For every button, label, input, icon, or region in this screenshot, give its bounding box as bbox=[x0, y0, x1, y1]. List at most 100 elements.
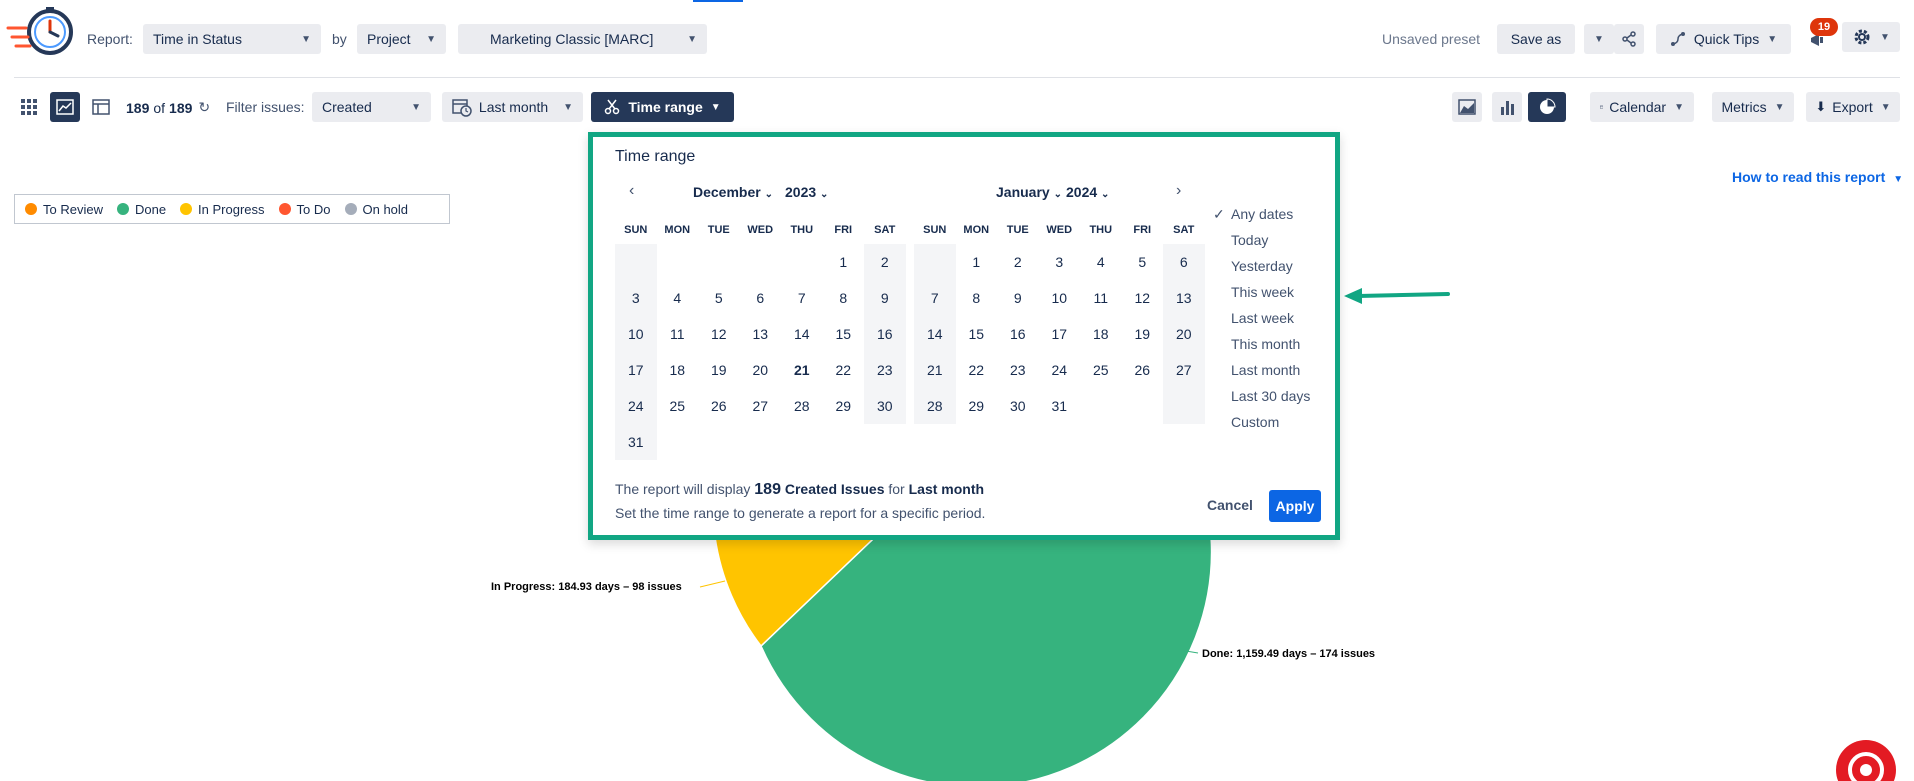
calendar-day[interactable]: 17 bbox=[1051, 326, 1068, 342]
area-chart-button[interactable] bbox=[1452, 92, 1482, 122]
calendar-day[interactable]: 25 bbox=[669, 398, 686, 414]
time-range-button[interactable]: Time range ▼ bbox=[591, 92, 734, 122]
calendar-day[interactable]: 11 bbox=[669, 326, 685, 342]
left-month-select[interactable]: December ⌄ bbox=[693, 184, 773, 200]
quick-range-option[interactable]: Any dates bbox=[1213, 201, 1323, 227]
quick-range-option[interactable]: Today bbox=[1231, 232, 1269, 248]
right-year-select[interactable]: 2024 ⌄ bbox=[1066, 184, 1109, 200]
quick-range-option[interactable]: Yesterday bbox=[1231, 258, 1293, 274]
save-as-button[interactable]: Save as bbox=[1497, 24, 1575, 54]
calendar-day[interactable]: 13 bbox=[1163, 280, 1205, 316]
calendar-day[interactable]: 27 bbox=[1163, 352, 1205, 388]
help-widget-button[interactable] bbox=[1836, 740, 1896, 781]
calendar-day[interactable]: 21 bbox=[914, 352, 956, 388]
calendar-day[interactable]: 11 bbox=[1093, 290, 1109, 306]
table-view-button[interactable] bbox=[86, 92, 116, 122]
calendar-day[interactable]: 31 bbox=[615, 424, 657, 460]
calendar-day[interactable]: 31 bbox=[1051, 398, 1068, 414]
calendar-day[interactable]: 29 bbox=[835, 398, 852, 414]
notifications-button[interactable] bbox=[1806, 28, 1830, 52]
calendar-day[interactable]: 25 bbox=[1092, 362, 1109, 378]
legend-item[interactable]: To Do bbox=[278, 202, 331, 217]
calendar-day[interactable]: 18 bbox=[669, 362, 686, 378]
calendar-day[interactable]: 26 bbox=[710, 398, 727, 414]
calendar-day[interactable]: 10 bbox=[1051, 290, 1068, 306]
apply-button[interactable]: Apply bbox=[1269, 490, 1321, 522]
calendar-day[interactable]: 19 bbox=[1134, 326, 1151, 342]
calendar-day[interactable]: 28 bbox=[793, 398, 810, 414]
quick-range-option[interactable]: Custom bbox=[1231, 414, 1280, 430]
calendar-day[interactable]: 8 bbox=[972, 290, 981, 306]
period-select[interactable]: Last month ▼ bbox=[442, 92, 583, 122]
calendar-day[interactable]: 28 bbox=[914, 388, 956, 424]
by-select[interactable]: Project ▼ bbox=[357, 24, 446, 54]
legend-item[interactable]: Done bbox=[116, 202, 166, 217]
quick-range-option[interactable]: Last 30 days bbox=[1231, 388, 1311, 404]
calendar-day[interactable]: 1 bbox=[972, 254, 981, 270]
calendar-day[interactable]: 3 bbox=[1055, 254, 1064, 270]
calendar-day[interactable]: 19 bbox=[710, 362, 727, 378]
calendar-day[interactable]: 9 bbox=[1013, 290, 1022, 306]
calendar-day[interactable]: 17 bbox=[615, 352, 657, 388]
calendar-day[interactable]: 30 bbox=[864, 388, 906, 424]
quick-range-option[interactable]: This week bbox=[1231, 284, 1295, 300]
calendar-day[interactable]: 12 bbox=[710, 326, 727, 342]
calendar-day[interactable]: 15 bbox=[968, 326, 985, 342]
right-month-select[interactable]: January ⌄ bbox=[996, 184, 1062, 200]
next-month-icon[interactable]: › bbox=[1176, 182, 1182, 199]
calendar-day[interactable]: 27 bbox=[752, 398, 769, 414]
calendar-day[interactable]: 6 bbox=[756, 290, 765, 306]
left-year-select[interactable]: 2023 ⌄ bbox=[785, 184, 828, 200]
filter-select[interactable]: Created ▼ bbox=[312, 92, 431, 122]
calendar-day[interactable]: 20 bbox=[752, 362, 769, 378]
project-select[interactable]: Marketing Classic [MARC] ▼ bbox=[458, 24, 707, 54]
how-to-read-link[interactable]: How to read this report ▼ bbox=[1732, 169, 1903, 185]
calendar-day[interactable]: 26 bbox=[1134, 362, 1151, 378]
calendar-day[interactable]: 8 bbox=[839, 290, 848, 306]
calendar-day[interactable]: 23 bbox=[1009, 362, 1026, 378]
calendar-button[interactable]: Calendar ▼ bbox=[1590, 92, 1694, 122]
quick-range-option[interactable]: Last month bbox=[1231, 362, 1301, 378]
calendar-day[interactable]: 12 bbox=[1134, 290, 1151, 306]
calendar-day[interactable]: 2 bbox=[1013, 254, 1022, 270]
calendar-day[interactable]: 4 bbox=[1096, 254, 1105, 270]
calendar-day[interactable]: 1 bbox=[839, 254, 848, 270]
legend-item[interactable]: To Review bbox=[25, 202, 103, 217]
calendar-day[interactable]: 5 bbox=[1138, 254, 1147, 270]
calendar-day[interactable]: 14 bbox=[914, 316, 956, 352]
quick-range-option[interactable]: Last week bbox=[1231, 310, 1295, 326]
quick-tips-button[interactable]: Quick Tips ▼ bbox=[1656, 24, 1791, 54]
calendar-day[interactable]: 4 bbox=[673, 290, 682, 306]
legend-item[interactable]: On hold bbox=[344, 202, 408, 217]
calendar-day[interactable]: 24 bbox=[615, 388, 657, 424]
calendar-day[interactable]: 5 bbox=[714, 290, 723, 306]
save-options-button[interactable]: ▼ bbox=[1584, 24, 1614, 54]
calendar-day[interactable]: 14 bbox=[793, 326, 810, 342]
export-button[interactable]: ⬇ Export ▼ bbox=[1806, 92, 1900, 122]
chart-view-button[interactable] bbox=[50, 92, 80, 122]
bar-chart-button[interactable] bbox=[1492, 92, 1522, 122]
metrics-button[interactable]: Metrics ▼ bbox=[1712, 92, 1794, 122]
calendar-day[interactable]: 13 bbox=[752, 326, 769, 342]
calendar-day[interactable]: 30 bbox=[1009, 398, 1026, 414]
cancel-button[interactable]: Cancel bbox=[1207, 497, 1253, 513]
quick-range-option[interactable]: This month bbox=[1231, 336, 1301, 352]
calendar-day[interactable]: 16 bbox=[864, 316, 906, 352]
report-select[interactable]: Time in Status ▼ bbox=[143, 24, 321, 54]
calendar-day[interactable]: 15 bbox=[835, 326, 852, 342]
calendar-day[interactable]: 2 bbox=[864, 244, 906, 280]
calendar-day[interactable]: 24 bbox=[1051, 362, 1068, 378]
calendar-day[interactable]: 29 bbox=[968, 398, 985, 414]
calendar-day[interactable]: 23 bbox=[864, 352, 906, 388]
calendar-day[interactable]: 22 bbox=[968, 362, 985, 378]
calendar-day[interactable]: 3 bbox=[615, 280, 657, 316]
legend-item[interactable]: In Progress bbox=[180, 202, 265, 217]
refresh-icon[interactable]: ↻ bbox=[198, 99, 211, 115]
share-button[interactable] bbox=[1614, 24, 1644, 54]
calendar-day[interactable]: 18 bbox=[1092, 326, 1109, 342]
calendar-day[interactable]: 22 bbox=[835, 362, 852, 378]
prev-month-icon[interactable]: ‹ bbox=[629, 182, 635, 199]
calendar-day[interactable]: 16 bbox=[1009, 326, 1026, 342]
calendar-day[interactable]: 10 bbox=[615, 316, 657, 352]
pie-chart-button[interactable] bbox=[1528, 92, 1566, 122]
